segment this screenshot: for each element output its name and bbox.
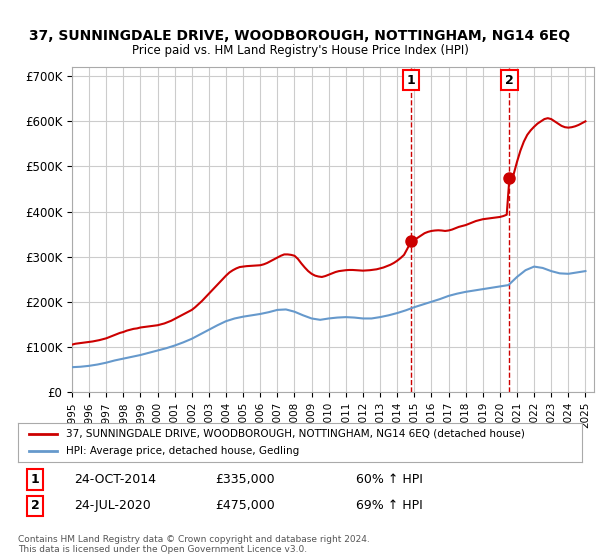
Text: 60% ↑ HPI: 60% ↑ HPI — [356, 473, 423, 486]
Text: 2: 2 — [31, 500, 39, 512]
Text: 37, SUNNINGDALE DRIVE, WOODBOROUGH, NOTTINGHAM, NG14 6EQ: 37, SUNNINGDALE DRIVE, WOODBOROUGH, NOTT… — [29, 29, 571, 44]
Text: £335,000: £335,000 — [215, 473, 275, 486]
Text: 69% ↑ HPI: 69% ↑ HPI — [356, 500, 423, 512]
Text: HPI: Average price, detached house, Gedling: HPI: Average price, detached house, Gedl… — [66, 446, 299, 456]
Text: Contains HM Land Registry data © Crown copyright and database right 2024.
This d: Contains HM Land Registry data © Crown c… — [18, 535, 370, 554]
Text: 1: 1 — [31, 473, 39, 486]
Text: 24-OCT-2014: 24-OCT-2014 — [74, 473, 157, 486]
Text: Price paid vs. HM Land Registry's House Price Index (HPI): Price paid vs. HM Land Registry's House … — [131, 44, 469, 57]
Text: 24-JUL-2020: 24-JUL-2020 — [74, 500, 151, 512]
Text: 2: 2 — [505, 74, 514, 87]
Text: £475,000: £475,000 — [215, 500, 275, 512]
Text: 1: 1 — [407, 74, 416, 87]
Text: 37, SUNNINGDALE DRIVE, WOODBOROUGH, NOTTINGHAM, NG14 6EQ (detached house): 37, SUNNINGDALE DRIVE, WOODBOROUGH, NOTT… — [66, 429, 525, 439]
